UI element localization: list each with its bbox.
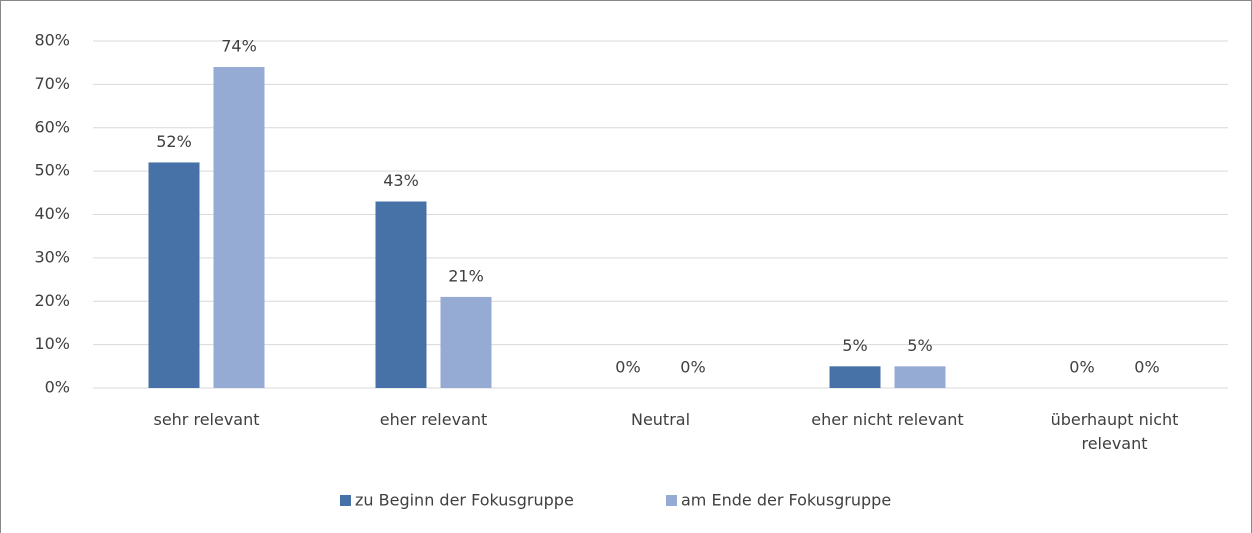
data-label: 0%: [615, 358, 640, 377]
data-label: 0%: [1134, 358, 1159, 377]
data-label: 5%: [842, 336, 867, 355]
y-tick-label: 10%: [34, 334, 70, 353]
data-label: 43%: [383, 171, 419, 190]
bar: [148, 162, 200, 388]
data-label: 21%: [448, 266, 484, 285]
data-label: 74%: [221, 37, 257, 56]
legend-label: am Ende der Fokusgruppe: [681, 491, 891, 510]
bar: [440, 296, 492, 388]
bar: [894, 366, 946, 388]
data-label: 52%: [156, 132, 192, 151]
x-tick-label: eher nicht relevant: [811, 410, 964, 429]
legend-swatch: [666, 495, 677, 506]
legend-label: zu Beginn der Fokusgruppe: [355, 491, 574, 510]
y-tick-label: 0%: [45, 378, 70, 397]
y-tick-label: 50%: [34, 161, 70, 180]
y-tick-label: 70%: [34, 74, 70, 93]
data-label: 0%: [680, 358, 705, 377]
x-tick-label: sehr relevant: [153, 410, 260, 429]
x-tick-label: überhaupt nicht relevant: [1050, 410, 1179, 453]
data-label: 5%: [907, 336, 932, 355]
y-tick-label: 20%: [34, 291, 70, 310]
y-tick-label: 30%: [34, 247, 70, 266]
bar: [213, 67, 265, 389]
legend-swatch: [340, 495, 351, 506]
y-tick-label: 80%: [34, 31, 70, 50]
x-tick-label: eher relevant: [379, 410, 488, 429]
y-tick-label: 60%: [34, 117, 70, 136]
data-label: 0%: [1069, 358, 1094, 377]
bar: [829, 366, 881, 388]
y-tick-label: 40%: [34, 204, 70, 223]
x-tick-label: Neutral: [630, 410, 691, 429]
bar: [375, 201, 427, 388]
